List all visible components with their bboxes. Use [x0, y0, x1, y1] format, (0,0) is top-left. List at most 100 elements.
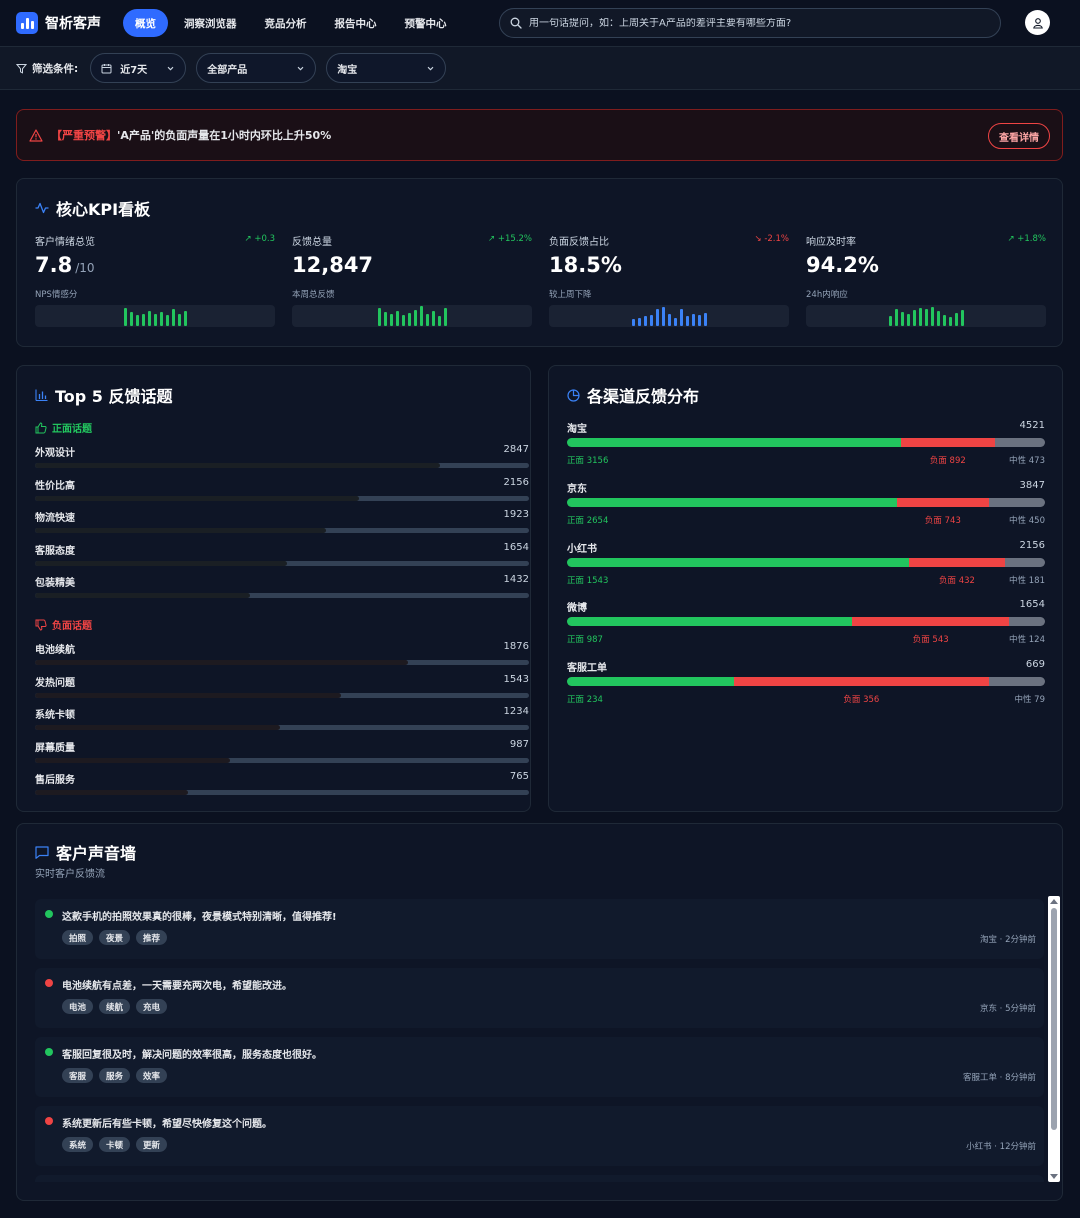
nav-tab[interactable]: 竞品分析	[264, 17, 307, 30]
scroll-up-icon[interactable]	[1050, 899, 1058, 904]
voice-tag[interactable]: 充电	[136, 999, 168, 1014]
filter-icon	[16, 63, 27, 74]
channel-value: 淘宝	[337, 64, 358, 76]
scroll-down-icon[interactable]	[1050, 1174, 1058, 1179]
channel-stacked-bar	[567, 617, 1045, 627]
positive-count: 正面 3156	[567, 456, 609, 466]
kpi-change: ↗ +15.2%	[488, 234, 532, 244]
topic-row[interactable]: 电池续航 1876	[35, 641, 529, 671]
sparkline-bar	[655, 309, 659, 326]
kpi-sparkline	[292, 305, 532, 327]
nav-tab[interactable]: 报告中心	[334, 17, 377, 30]
channel-row[interactable]: 小红书 2156 正面 1543 负面 432 中性 181	[567, 540, 1045, 600]
neutral-segment	[1004, 557, 1045, 567]
channel-row[interactable]: 淘宝 4521 正面 3156 负面 892 中性 473	[567, 420, 1045, 480]
voice-tag[interactable]: 系统	[62, 1137, 94, 1152]
neutral-count: 中性 181	[1009, 575, 1045, 586]
positive-segment	[567, 617, 853, 627]
channel-stacked-bar	[567, 438, 1045, 447]
topic-row[interactable]: 包装精美 1432	[35, 574, 529, 604]
neutral-count: 中性 79	[1014, 695, 1045, 706]
topic-row[interactable]: 系统卡顿 1234	[35, 706, 529, 736]
negative-segment	[900, 438, 995, 447]
kpi-value: 12,847	[292, 253, 373, 277]
topic-row[interactable]: 发热问题 1543	[35, 674, 529, 704]
voice-tag[interactable]: 卡顿	[99, 1137, 131, 1152]
neutral-segment	[994, 438, 1045, 447]
kpi-subtitle: 24h内响应	[806, 290, 848, 300]
search-box[interactable]	[499, 8, 1001, 38]
kpi-change: ↘ -2.1%	[755, 234, 790, 244]
channel-row[interactable]: 京东 3847 正面 2654 负面 743 中性 450	[567, 480, 1045, 540]
positive-count: 正面 1543	[567, 575, 609, 586]
kpi-change-value: +0.3	[254, 234, 275, 244]
voice-item[interactable]: 电池续航有点差，一天需要充两次电，希望能改进。 电池 续航 充电 京东 · 5分钟前	[35, 968, 1044, 1028]
voice-item[interactable]: 系统更新后有些卡顿，希望尽快修复这个问题。 系统 卡顿 更新 小红书 · 12分钟前	[35, 1106, 1044, 1166]
topic-row[interactable]: 屏幕质量 987	[35, 739, 529, 769]
chevron-down-icon	[167, 66, 174, 70]
topic-name: 外观设计	[35, 448, 75, 459]
sparkline-bar	[147, 311, 151, 326]
negative-count: 负面 432	[938, 575, 975, 586]
topic-name: 电池续航	[35, 645, 75, 656]
voice-list-scrollbar[interactable]	[1048, 896, 1060, 1182]
positive-topics-label: 正面话题	[35, 420, 92, 435]
topic-bar-track	[35, 528, 529, 534]
kpi-change-value: +1.8%	[1017, 234, 1046, 244]
voice-tag[interactable]: 推荐	[136, 930, 168, 945]
filter-label-text: 筛选条件:	[32, 62, 79, 75]
voice-meta: 京东 · 5分钟前	[979, 1004, 1036, 1014]
sparkline-bar	[159, 312, 163, 326]
topic-row[interactable]: 售后服务 765	[35, 771, 529, 801]
voice-list[interactable]: 这款手机的拍照效果真的很棒，夜景模式特别清晰，值得推荐! 拍照 夜景 推荐 淘宝 · 2…	[35, 896, 1044, 1182]
voice-tag[interactable]: 客服	[62, 1068, 94, 1083]
channel-row[interactable]: 微博 1654 正面 987 负面 543 中性 124	[567, 599, 1045, 659]
voice-tag[interactable]: 夜景	[99, 930, 131, 945]
negative-topics-label: 负面话题	[35, 617, 92, 632]
sparkline-bar	[413, 310, 417, 326]
voice-item[interactable]: 这款手机的拍照效果真的很棒，夜景模式特别清晰，值得推荐! 拍照 夜景 推荐 淘宝 · 2…	[35, 899, 1044, 959]
search-input[interactable]	[529, 17, 990, 29]
positive-count: 正面 987	[567, 635, 603, 646]
voice-meta: 淘宝 · 2分钟前	[979, 935, 1036, 945]
voice-tag[interactable]: 服务	[99, 1068, 131, 1083]
time-range-value: 近7天	[120, 64, 148, 76]
negative-sentiment-dot	[45, 979, 53, 987]
view-details-button[interactable]: 查看详情	[988, 123, 1050, 149]
topic-row[interactable]: 外观设计 2847	[35, 444, 529, 474]
thumbs-up-icon	[35, 421, 47, 433]
topic-name: 包装精美	[35, 578, 75, 590]
voice-tag[interactable]: 续航	[99, 999, 131, 1014]
positive-segment	[567, 497, 897, 507]
nav-tab[interactable]: 概览	[123, 9, 168, 37]
voice-tag[interactable]: 电池	[62, 999, 94, 1014]
sparkline-bar	[912, 310, 916, 326]
positive-segment	[567, 438, 901, 447]
nav-tab[interactable]: 预警中心	[404, 17, 447, 30]
nav-tab[interactable]: 洞察浏览器	[184, 17, 237, 30]
alert-message: 'A产品'的负面声量在1小时内环比上升50%	[117, 129, 332, 142]
sparkline-bar	[942, 315, 946, 326]
topic-row[interactable]: 客服态度 1654	[35, 542, 529, 572]
product-select[interactable]: 全部产品	[196, 53, 317, 83]
channel-select[interactable]: 淘宝	[326, 53, 447, 83]
kpi-change-value: +15.2%	[497, 234, 532, 244]
voice-tag[interactable]: 更新	[136, 1137, 168, 1152]
channel-row[interactable]: 客服工单 669 正面 234 负面 356 中性 79	[567, 659, 1045, 719]
negative-segment	[896, 497, 990, 507]
trend-up-icon: ↗	[488, 234, 496, 244]
topic-row[interactable]: 物流快速 1923	[35, 509, 529, 539]
voice-tag[interactable]: 效率	[136, 1068, 168, 1083]
user-avatar[interactable]	[1025, 10, 1050, 35]
voice-item[interactable]	[35, 1175, 1044, 1182]
scrollbar-thumb[interactable]	[1051, 908, 1057, 1130]
sparkline-bar	[954, 313, 958, 326]
channel-total: 4521	[1019, 420, 1045, 431]
voice-tag[interactable]: 拍照	[62, 930, 94, 945]
filter-label: 筛选条件:	[16, 61, 78, 76]
voice-item[interactable]: 客服回复很及时，解决问题的效率很高，服务态度也很好。 客服 服务 效率 客服工单 · 8…	[35, 1037, 1044, 1097]
time-range-select[interactable]: 近7天	[90, 53, 187, 83]
topic-value: 1923	[503, 509, 529, 521]
channel-name: 京东	[567, 483, 587, 495]
topic-row[interactable]: 性价比高 2156	[35, 477, 529, 507]
